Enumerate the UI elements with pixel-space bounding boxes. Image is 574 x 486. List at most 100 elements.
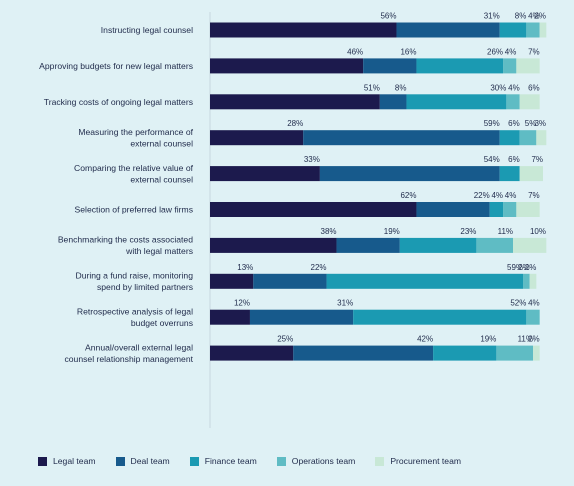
bar-segment <box>506 94 520 110</box>
data-label: 2% <box>534 12 546 21</box>
bar-segment <box>253 273 327 289</box>
bar-segment <box>210 309 250 325</box>
category-label: Benchmarking the costs associated with le… <box>58 235 193 257</box>
bar-segment <box>476 237 514 253</box>
chart-legend: Legal team Deal team Finance team Operation… <box>38 456 481 466</box>
bar-segment <box>523 273 530 289</box>
data-label: 4% <box>508 83 520 92</box>
bar-segment <box>533 345 540 361</box>
data-label: 7% <box>528 47 540 56</box>
bar-segment <box>526 22 540 38</box>
data-label: 7% <box>531 155 543 164</box>
data-label: 59% <box>507 263 523 272</box>
bar-segment <box>363 58 417 74</box>
bar-segment <box>326 273 524 289</box>
bar-segment <box>210 202 417 217</box>
legend-entry: Operations team <box>276 456 356 466</box>
data-label: 2% <box>528 335 540 344</box>
bar-segment <box>210 273 254 289</box>
data-label: 6% <box>508 155 520 164</box>
data-label: 12% <box>234 299 250 308</box>
data-label: 52% <box>510 299 526 308</box>
data-label: 31% <box>484 12 500 21</box>
bar-segment <box>499 130 520 146</box>
bar-segment <box>519 94 540 110</box>
category-label: Tracking costs of ongoing legal matters <box>44 97 193 107</box>
data-label: 56% <box>380 12 396 21</box>
bar-segment <box>396 22 500 38</box>
data-label: 11% <box>498 227 513 236</box>
data-label: 4% <box>505 191 517 200</box>
data-label: 25% <box>277 335 293 344</box>
legend-entry: Deal team <box>115 456 170 466</box>
category-label: Approving budgets for new legal matters <box>39 61 193 71</box>
bar-segment <box>249 309 354 325</box>
legend-swatch <box>276 456 286 466</box>
bar-segment <box>399 237 477 253</box>
bar-segment <box>496 345 534 361</box>
data-label: 19% <box>384 227 400 236</box>
bar-segment <box>536 130 547 146</box>
data-label: 8% <box>515 12 527 21</box>
bar-segment <box>499 22 527 38</box>
data-label: 2% <box>525 263 537 272</box>
legend-swatch <box>38 456 47 466</box>
data-label: 2% <box>518 263 530 272</box>
bar-segment <box>433 345 497 361</box>
data-label: 28% <box>287 119 303 128</box>
bar-segment <box>499 166 520 182</box>
legend-entry: Finance team <box>189 456 257 466</box>
legend-swatch <box>115 456 125 466</box>
data-label: 62% <box>400 191 416 200</box>
legend-swatch <box>375 456 385 466</box>
legend-label: Deal team <box>130 456 170 466</box>
legend-label: Legal team <box>53 456 96 466</box>
legend-entry: Procurement team <box>375 456 461 466</box>
data-label: 51% <box>364 83 380 92</box>
data-label: 19% <box>480 335 496 344</box>
category-label: Annual/overall external legal counsel rel… <box>64 342 193 364</box>
legend-label: Finance team <box>204 456 257 466</box>
bar-segment <box>319 166 500 182</box>
bar-segment <box>503 202 517 217</box>
bar-segment <box>353 309 527 325</box>
category-label: Instructing legal counsel <box>101 25 193 35</box>
bar-segment <box>516 58 540 74</box>
data-label: 6% <box>508 119 520 128</box>
data-label: 4% <box>528 299 540 308</box>
bar-segment <box>210 94 380 110</box>
data-label: 4% <box>491 191 503 200</box>
data-label: 33% <box>304 155 320 164</box>
data-label: 11% <box>518 335 533 344</box>
bar-segment <box>539 22 547 38</box>
bar-segment <box>529 273 537 289</box>
bar-segment <box>336 237 400 253</box>
data-label: 54% <box>484 155 500 164</box>
category-label: Retrospective analysis of legal budget ov… <box>77 306 193 328</box>
data-label: 31% <box>337 299 353 308</box>
bar-segment <box>503 58 517 74</box>
bar-segment <box>489 202 504 217</box>
bar-segment <box>516 202 540 217</box>
data-label: 22% <box>311 263 327 272</box>
bar-segment <box>519 130 537 146</box>
data-label: 42% <box>417 335 433 344</box>
bar-segment <box>210 237 337 253</box>
data-label: 46% <box>347 47 363 56</box>
category-label: Selection of preferred law firms <box>75 205 193 215</box>
data-label: 26% <box>487 47 503 56</box>
bar-segment <box>210 166 320 182</box>
data-label: 3% <box>534 119 546 128</box>
legend-label: Operations team <box>291 456 356 466</box>
bar-segment <box>210 345 294 361</box>
bar-segment <box>416 58 504 74</box>
data-label: 59% <box>484 119 500 128</box>
bar-segment <box>513 237 547 253</box>
bar-segment <box>210 130 304 146</box>
data-label: 22% <box>474 191 490 200</box>
bar-segment <box>293 345 434 361</box>
data-label: 23% <box>460 227 476 236</box>
bar-segment <box>210 22 397 38</box>
legend-label: Procurement team <box>390 456 462 466</box>
